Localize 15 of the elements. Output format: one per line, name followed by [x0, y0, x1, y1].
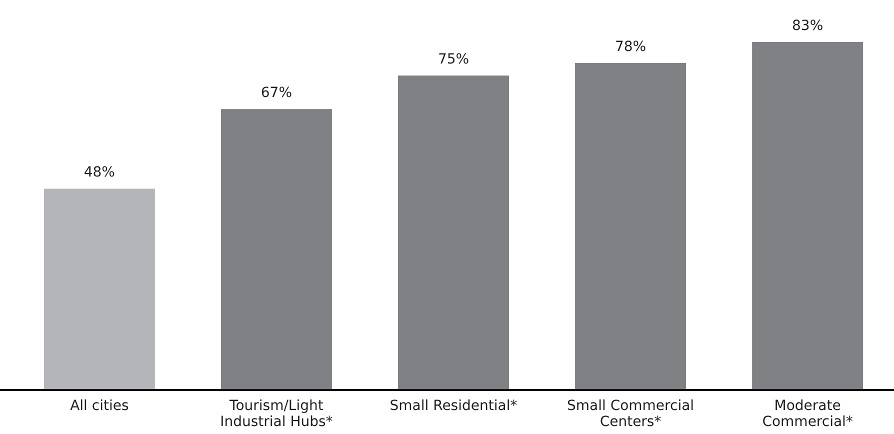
data-label: 78% [614, 38, 646, 55]
bar [575, 62, 686, 390]
data-label: 83% [792, 18, 824, 34]
data-label: 48% [84, 164, 115, 181]
x-tick-label: Tourism/Light Industrial Hubs* [220, 398, 333, 430]
data-label: 75% [438, 52, 470, 68]
bar [752, 42, 864, 390]
x-tick-label: Small Residential* [390, 398, 518, 414]
bar [44, 188, 155, 390]
x-tick-label: Moderate Commercial* [762, 398, 853, 430]
bar [220, 109, 332, 390]
data-label: 67% [260, 85, 292, 102]
bar [398, 76, 509, 390]
x-tick-label: All cities [70, 398, 129, 414]
x-tick-label: Small Commercial Centers* [566, 398, 694, 430]
